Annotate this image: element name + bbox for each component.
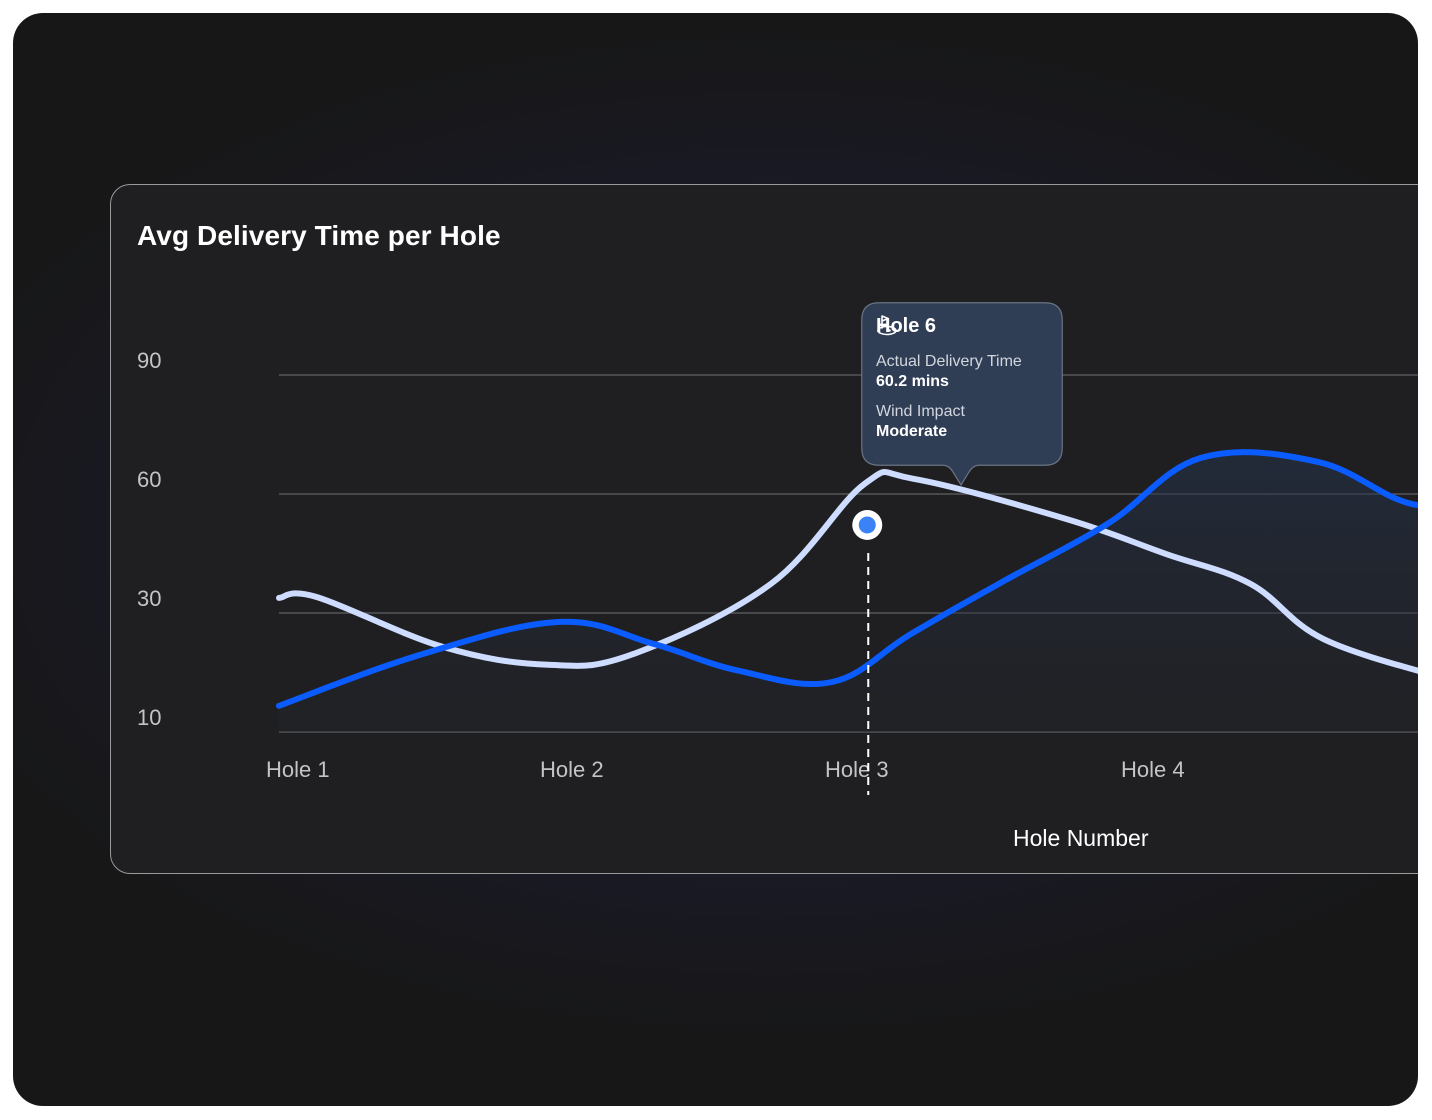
y-tick-label: 30 bbox=[137, 586, 161, 611]
line-chart: 90 60 30 10 Hole 1 Hole 2 Hole 3 Hole 4 … bbox=[111, 185, 1418, 875]
x-tick-label: Hole 4 bbox=[1121, 757, 1185, 782]
hover-indicator bbox=[852, 510, 882, 795]
y-tick-label: 10 bbox=[137, 705, 161, 730]
x-tick-label: Hole 1 bbox=[266, 757, 330, 782]
data-point-marker[interactable] bbox=[859, 516, 876, 533]
y-tick-label: 90 bbox=[137, 348, 161, 373]
x-axis-title: Hole Number bbox=[1013, 825, 1149, 851]
tooltip-metric-label: Actual Delivery Time bbox=[876, 352, 1053, 372]
x-tick-label: Hole 3 bbox=[825, 757, 889, 782]
y-axis-ticks: 90 60 30 10 bbox=[137, 348, 161, 730]
tooltip-content: Hole 6 Actual Delivery Time 60.2 mins Wi… bbox=[876, 314, 1053, 442]
tooltip-secondary-value: Moderate bbox=[876, 422, 1053, 442]
x-axis-ticks: Hole 1 Hole 2 Hole 3 Hole 4 bbox=[266, 757, 1185, 782]
tooltip-secondary-label: Wind Impact bbox=[876, 402, 1053, 422]
app-frame: Avg Delivery Time per Hole 90 60 30 10 H… bbox=[13, 13, 1418, 1106]
y-tick-label: 60 bbox=[137, 467, 161, 492]
tooltip: Hole 6 Actual Delivery Time 60.2 mins Wi… bbox=[861, 302, 1063, 466]
golf-hole-icon bbox=[876, 314, 898, 336]
chart-card: Avg Delivery Time per Hole 90 60 30 10 H… bbox=[110, 184, 1418, 874]
tooltip-metric-value: 60.2 mins bbox=[876, 372, 1053, 392]
tooltip-header: Hole 6 bbox=[876, 314, 1053, 338]
x-tick-label: Hole 2 bbox=[540, 757, 604, 782]
